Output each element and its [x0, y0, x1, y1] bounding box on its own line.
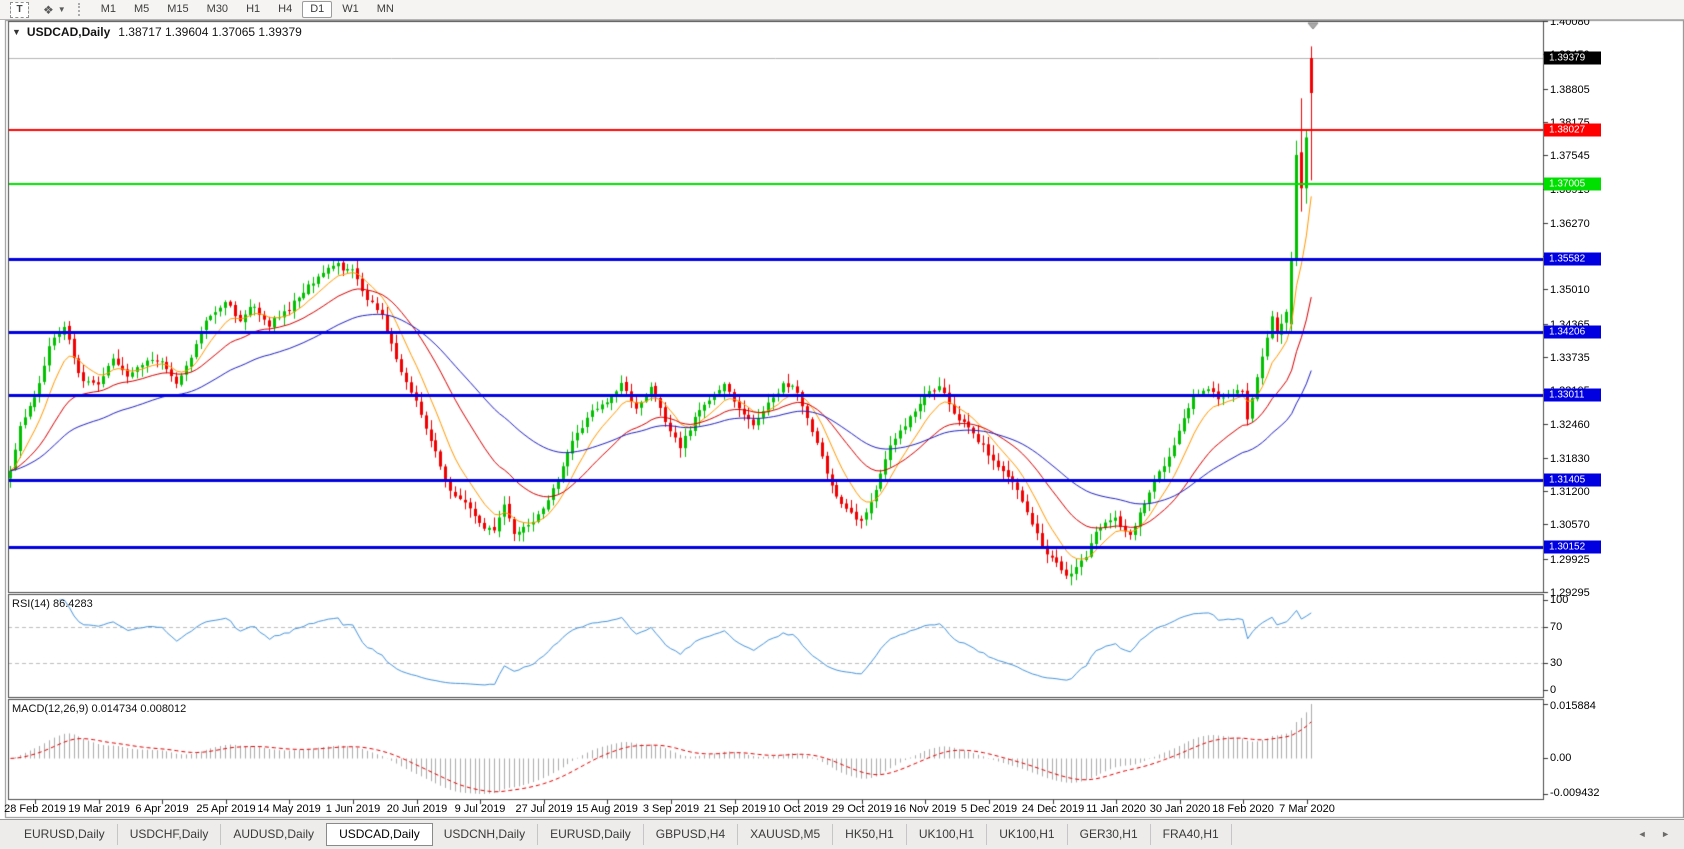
chart-tab-eurusd-daily-0[interactable]: EURUSD,Daily [12, 824, 118, 845]
price-level-badge-1.34206: 1.34206 [1544, 325, 1601, 339]
date-label-3: 25 Apr 2019 [196, 803, 256, 815]
price-level-badge-1.38027: 1.38027 [1544, 123, 1601, 137]
date-label-7: 9 Jul 2019 [454, 803, 506, 815]
rsi-tick-70: 70 [1550, 621, 1563, 633]
chart-ohlc-values: 1.38717 1.39604 1.37065 1.39379 [118, 25, 302, 39]
price-level-badge-1.37005: 1.37005 [1544, 177, 1601, 191]
chart-symbol-label: USDCAD,Daily [26, 25, 111, 39]
date-label-15: 5 Dec 2019 [960, 803, 1018, 815]
macd-tick-min: -0.009432 [1550, 787, 1600, 799]
price-tick-1.35010: 1.35010 [1550, 284, 1590, 296]
chart-tab-usdcnh-daily-4[interactable]: USDCNH,Daily [432, 824, 539, 845]
chart-dropdown-icon[interactable]: ▼ [12, 27, 21, 37]
chart-tab-gbpusd-h4-6[interactable]: GBPUSD,H4 [644, 824, 739, 845]
tab-scroll-arrows[interactable]: ◄ ► [1637, 829, 1676, 839]
text-tool-icon[interactable]: T [10, 1, 29, 18]
rsi-tick-100: 100 [1550, 594, 1569, 606]
chart-tab-eurusd-daily-5[interactable]: EURUSD,Daily [538, 824, 644, 845]
rsi-indicator-label: RSI(14) 86.4283 [12, 598, 93, 610]
chart-tab-fra40-h1-12[interactable]: FRA40,H1 [1151, 824, 1232, 845]
macd-tick-max: 0.015884 [1550, 700, 1596, 712]
chart-tab-xauusd-m5-7[interactable]: XAUUSD,M5 [738, 824, 834, 845]
timeframe-button-w1[interactable]: W1 [342, 3, 359, 15]
date-label-1: 19 Mar 2019 [68, 803, 130, 815]
chart-tab-usdchf-daily-1[interactable]: USDCHF,Daily [118, 824, 222, 845]
timeframe-button-m15[interactable]: M15 [167, 3, 189, 15]
price-level-badge-1.35582: 1.35582 [1544, 252, 1601, 266]
price-tick-1.32460: 1.32460 [1550, 419, 1590, 431]
chart-tab-ger30-h1-11[interactable]: GER30,H1 [1068, 824, 1151, 845]
chart-tab-bar: EURUSD,Daily USDCHF,Daily AUDUSD,Daily USDC… [0, 819, 1684, 849]
price-tick-1.31200: 1.31200 [1550, 486, 1590, 498]
price-tick-1.30570: 1.30570 [1550, 519, 1590, 531]
macd-indicator-label: MACD(12,26,9) 0.014734 0.008012 [12, 703, 187, 715]
timeframe-button-group: M1 M5 M15 M30 H1 H4 D1 W1 MN [92, 1, 403, 18]
price-tick-1.33735: 1.33735 [1550, 352, 1590, 364]
date-label-11: 21 Sep 2019 [703, 803, 767, 815]
timeframe-button-h1[interactable]: H1 [246, 3, 261, 15]
timeframe-button-mn[interactable]: MN [376, 3, 394, 15]
date-label-6: 20 Jun 2019 [386, 803, 448, 815]
arrange-icon[interactable]: ❖ [43, 2, 54, 17]
timeframe-button-m5[interactable]: M5 [133, 3, 150, 15]
date-label-14: 16 Nov 2019 [893, 803, 957, 815]
chart-tab-uk100-h1-9[interactable]: UK100,H1 [907, 824, 988, 845]
date-label-9: 15 Aug 2019 [576, 803, 638, 815]
chart-tabs: EURUSD,Daily USDCHF,Daily AUDUSD,Daily USDC… [12, 823, 1232, 846]
toolbar-grip[interactable] [77, 3, 83, 16]
timeframe-button-m30[interactable]: M30 [206, 3, 229, 15]
price-tick-1.31830: 1.31830 [1550, 453, 1590, 465]
date-label-16: 24 Dec 2019 [1021, 803, 1085, 815]
date-label-18: 30 Jan 2020 [1149, 803, 1211, 815]
price-tick-1.29925: 1.29925 [1550, 554, 1590, 566]
macd-tick-zero: 0.00 [1550, 752, 1572, 764]
chart-tab-audusd-daily-2[interactable]: AUDUSD,Daily [221, 824, 328, 845]
top-toolbar: T ❖ ▼ M1 M5 M15 M30 H1 H4 D1 W1 MN [0, 0, 1684, 20]
timeframe-button-d1[interactable]: D1 [302, 1, 333, 18]
date-label-17: 11 Jan 2020 [1086, 803, 1146, 815]
date-label-13: 29 Oct 2019 [832, 803, 892, 815]
price-tick-1.36270: 1.36270 [1550, 218, 1590, 230]
date-label-12: 10 Oct 2019 [768, 803, 828, 815]
timeframe-button-h4[interactable]: H4 [278, 3, 293, 15]
date-label-10: 3 Sep 2019 [642, 803, 700, 815]
date-label-5: 1 Jun 2019 [325, 803, 381, 815]
price-level-badge-1.30152: 1.30152 [1544, 540, 1601, 554]
caret-down-icon[interactable]: ▼ [57, 5, 66, 14]
chart-legend: ▼ USDCAD,Daily 1.38717 1.39604 1.37065 1.3… [12, 25, 302, 39]
price-level-badge-1.33011: 1.33011 [1544, 388, 1601, 402]
current-price-badge: 1.39379 [1544, 51, 1601, 65]
date-label-8: 27 Jul 2019 [515, 803, 573, 815]
price-tick-1.29295: 1.29295 [1550, 587, 1590, 599]
date-label-0: 28 Feb 2019 [4, 803, 66, 815]
rsi-tick-0: 0 [1550, 684, 1557, 696]
date-label-20: 7 Mar 2020 [1279, 803, 1335, 815]
chart-tab-hk50-h1-8[interactable]: HK50,H1 [833, 824, 907, 845]
chart-tab-uk100-h1-10[interactable]: UK100,H1 [987, 824, 1068, 845]
date-label-19: 18 Feb 2020 [1212, 803, 1274, 815]
price-tick-1.37545: 1.37545 [1550, 150, 1590, 162]
price-tick-1.38805: 1.38805 [1550, 84, 1590, 96]
timeframe-button-m1[interactable]: M1 [100, 3, 116, 15]
date-label-2: 6 Apr 2019 [135, 803, 189, 815]
chart-tab-usdcad-daily-3[interactable]: USDCAD,Daily [326, 823, 433, 846]
rsi-tick-30: 30 [1550, 657, 1563, 669]
date-label-4: 14 May 2019 [257, 803, 321, 815]
price-level-badge-1.31405: 1.31405 [1544, 473, 1601, 487]
